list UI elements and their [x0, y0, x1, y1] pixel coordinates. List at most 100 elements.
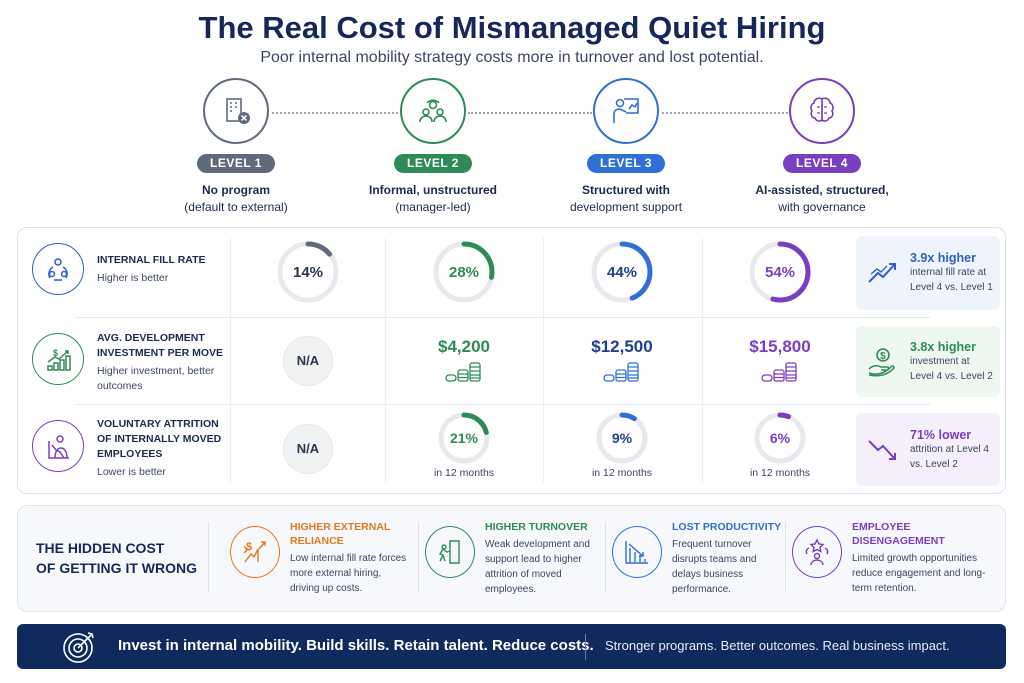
- target-icon: [63, 632, 94, 663]
- level-4: LEVEL 4 AI-assisted, structured, with gov…: [727, 78, 917, 216]
- level-title: Structured with: [581, 183, 670, 197]
- connector-line: [662, 112, 788, 114]
- level-title: AI-assisted, structured,: [755, 183, 889, 197]
- progress-ring-fill: [591, 241, 653, 303]
- metric-title: AVG. DEVELOPMENT INVESTMENT PER MOVE: [97, 332, 224, 359]
- row-divider: [75, 404, 930, 405]
- metric-value: 44%: [606, 263, 638, 281]
- value-na: N/A: [283, 335, 333, 386]
- connector-line: [272, 112, 398, 114]
- metric-note: Lower is better: [97, 466, 166, 478]
- divider: [208, 522, 209, 592]
- metric-cell: N/A: [238, 423, 378, 474]
- hidden-cost-title-line: OF GETTING IT WRONG: [36, 560, 197, 576]
- metric-value: $15,800: [749, 337, 811, 356]
- divider: [605, 522, 606, 592]
- metric-note: Higher investment, better outcomes: [97, 365, 215, 392]
- connector-line: [468, 112, 592, 114]
- column-divider: [543, 238, 544, 483]
- hidden-cost-item: $ HIGHER EXTERNAL RELIANCE Low internal fi…: [230, 520, 410, 596]
- footer-banner: Invest in internal mobility. Build skill…: [17, 624, 1006, 669]
- callout-text: internal fill rate at Level 4 vs. Level …: [910, 267, 993, 293]
- svg-text:$: $: [246, 541, 252, 553]
- metric-subtext: in 12 months: [433, 467, 495, 479]
- hidden-cost-item-title: HIGHER EXTERNAL RELIANCE: [290, 521, 391, 547]
- progress-ring-fill: [438, 412, 490, 464]
- hidden-cost-item: LOST PRODUCTIVITY Frequent turnover disru…: [612, 520, 782, 597]
- progress-ring-fill: [749, 241, 811, 303]
- people-cycle-icon: [32, 243, 84, 295]
- level-title: No program: [201, 183, 270, 197]
- level-2: LEVEL 2 Informal, unstructured (manager-l…: [338, 78, 528, 216]
- metric-value: 6%: [769, 430, 791, 446]
- callout-card: 71% lower attrition at Level 4 vs. Level …: [856, 413, 1000, 486]
- hand-dollar-icon: $: [862, 345, 902, 379]
- metrics-table: [17, 227, 1006, 494]
- level-badge: LEVEL 2: [394, 154, 472, 173]
- dollar-growth-chart-icon: $: [32, 333, 84, 385]
- hidden-cost-item-text: Limited growth opportunities reduce enga…: [852, 553, 986, 594]
- exit-door-icon: [425, 526, 475, 578]
- svg-text:$: $: [880, 351, 886, 362]
- metric-value: 54%: [764, 263, 796, 281]
- callout-headline: 3.9x higher: [910, 251, 976, 265]
- value-na: N/A: [283, 423, 333, 474]
- progress-ring-fill: [433, 241, 495, 303]
- hidden-cost-title-line: THE HIDDEN COST: [36, 540, 165, 556]
- footer-main-message: Invest in internal mobility. Build skill…: [118, 637, 594, 654]
- metric-cell: 9% in 12 months: [552, 411, 692, 479]
- row-divider: [75, 317, 930, 318]
- star-people-icon: [792, 526, 842, 578]
- column-divider: [385, 238, 386, 483]
- people-group-icon: [400, 78, 466, 144]
- trend-up-icon: [862, 256, 902, 290]
- metric-title: INTERNAL FILL RATE: [97, 254, 206, 266]
- metric-cell: 21% in 12 months: [394, 411, 534, 479]
- metric-cell: $4,200: [394, 337, 534, 388]
- callout-headline: 3.8x higher: [910, 339, 976, 354]
- metric-cell: 54%: [710, 240, 850, 304]
- metric-cell: N/A: [238, 335, 378, 386]
- callout-headline: 71% lower: [910, 427, 972, 442]
- progress-ring-fill: [596, 412, 648, 464]
- level-subtitle: with governance: [778, 200, 866, 214]
- callout-text: attrition at Level 4 vs. Level 2: [910, 443, 989, 470]
- level-badge: LEVEL 4: [783, 154, 861, 173]
- metric-cell: $15,800: [710, 337, 850, 388]
- trend-down-icon: [862, 433, 902, 467]
- callout-card: $3.8x higher investment at Level 4 vs. Le…: [856, 326, 1000, 397]
- metric-value: 28%: [448, 263, 480, 281]
- hidden-cost-item-text: Low internal fill rate forces more exter…: [290, 553, 407, 594]
- progress-ring: [433, 241, 495, 303]
- metric-cell: 28%: [394, 240, 534, 304]
- metric-subtext: in 12 months: [749, 467, 811, 479]
- metric-cell: 14%: [238, 240, 378, 304]
- coin-stack-icon: [761, 362, 797, 382]
- building-x-icon: [203, 78, 269, 144]
- callout-card: 3.9x higher internal fill rate at Level 4…: [856, 236, 1000, 310]
- coin-stack-icon: [445, 362, 481, 382]
- progress-ring: [438, 412, 490, 464]
- metric-cell: $12,500: [552, 337, 692, 388]
- metric-title: VOLUNTARY ATTRITION OF INTERNALLY MOVED …: [97, 418, 222, 460]
- divider: [785, 522, 786, 592]
- page-title: The Real Cost of Mismanaged Quiet Hiring: [198, 10, 826, 45]
- divider: [418, 522, 419, 592]
- callout-text: investment at Level 4 vs. Level 2: [910, 355, 993, 382]
- metric-note: Higher is better: [97, 272, 169, 284]
- metric-value: 21%: [449, 430, 479, 446]
- person-declining-chart-icon: [32, 420, 84, 472]
- progress-ring: [277, 241, 339, 303]
- progress-ring: [591, 241, 653, 303]
- progress-ring: [749, 241, 811, 303]
- level-title: Informal, unstructured: [368, 183, 497, 197]
- metric-value: $4,200: [438, 337, 490, 356]
- hidden-cost-item-title: HIGHER TURNOVER: [485, 521, 588, 533]
- page-subtitle: Poor internal mobility strategy costs mo…: [260, 49, 764, 66]
- metric-subtext: in 12 months: [591, 467, 653, 479]
- level-badge: LEVEL 1: [197, 154, 275, 173]
- hidden-cost-item-text: Weak development and support lead to hig…: [485, 539, 590, 595]
- hidden-cost-item-text: Frequent turnover disrupts teams and del…: [672, 539, 757, 595]
- level-subtitle: (default to external): [184, 200, 288, 214]
- level-subtitle: development support: [569, 200, 683, 214]
